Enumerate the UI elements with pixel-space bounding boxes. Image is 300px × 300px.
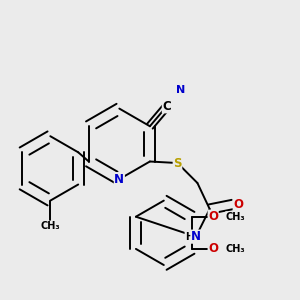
Text: N: N [176, 85, 185, 95]
Text: N: N [114, 172, 124, 186]
Text: N: N [191, 230, 201, 243]
Text: O: O [233, 198, 243, 211]
Text: S: S [173, 157, 182, 169]
Text: H: H [185, 232, 193, 242]
Text: C: C [162, 100, 171, 113]
Text: O: O [208, 242, 218, 255]
Text: CH₃: CH₃ [40, 221, 60, 231]
Text: CH₃: CH₃ [226, 212, 245, 222]
Text: CH₃: CH₃ [226, 244, 245, 254]
Text: O: O [208, 210, 218, 223]
